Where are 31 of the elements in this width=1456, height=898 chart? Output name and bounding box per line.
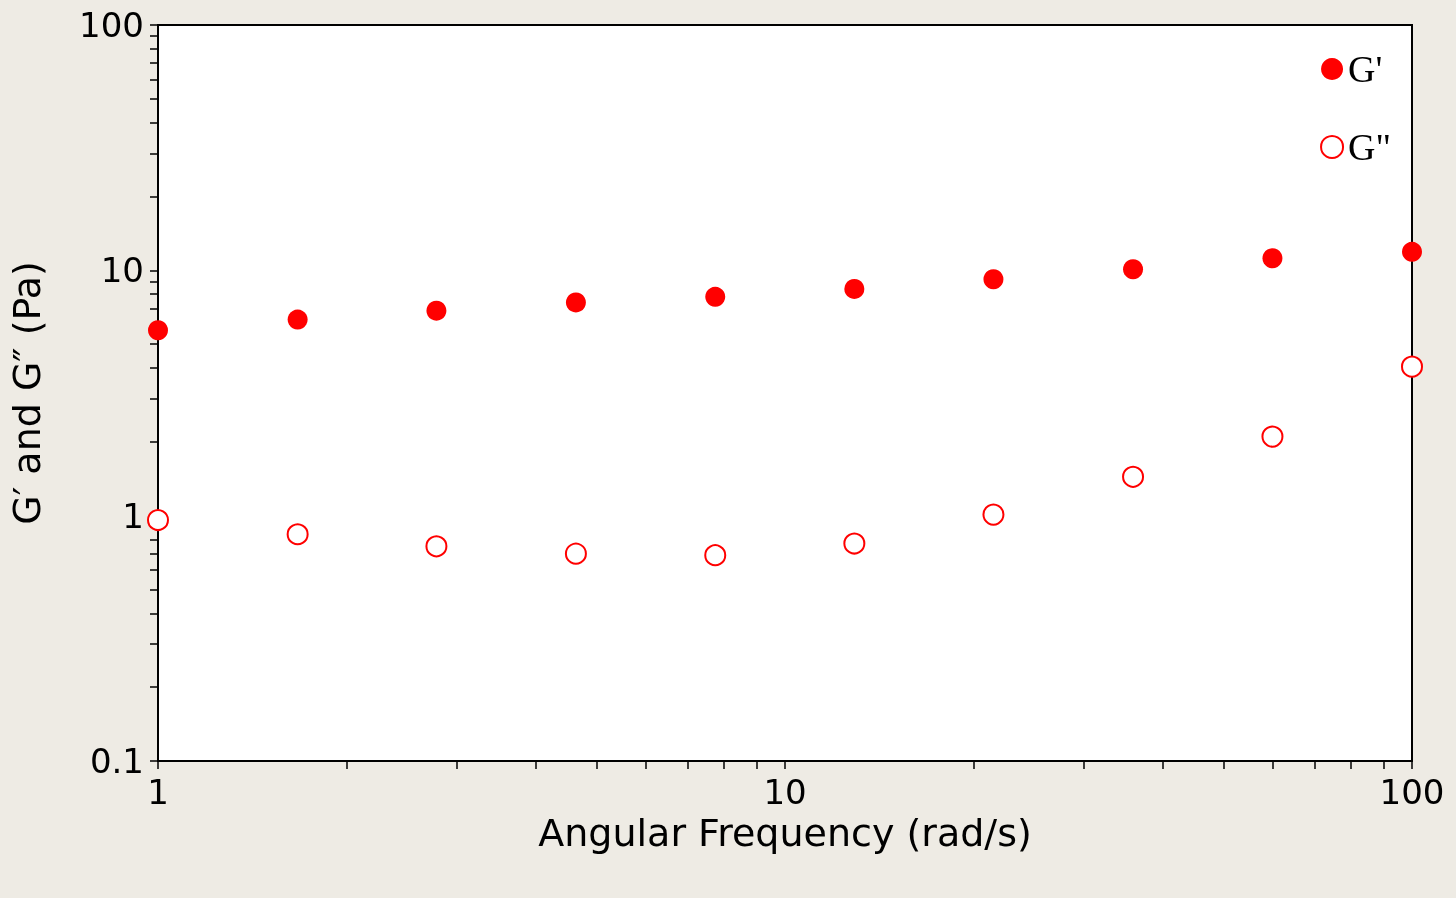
y-tick-label: 0.1 <box>89 741 144 781</box>
point <box>426 300 447 321</box>
point <box>983 269 1004 290</box>
y-tick-label: 100 <box>79 5 144 45</box>
point <box>843 532 866 555</box>
x-tick-label: 10 <box>763 772 807 812</box>
point <box>286 523 309 546</box>
y-axis-title: G′ and G″ (Pa) <box>5 261 49 525</box>
point <box>1261 425 1284 448</box>
x-axis-title: Angular Frequency (rad/s) <box>538 810 1032 855</box>
point <box>148 320 168 341</box>
x-tick-label: 1 <box>147 772 169 812</box>
y-tick-label: 10 <box>100 250 144 291</box>
y-tick-label: 1 <box>122 495 144 536</box>
point <box>1122 465 1145 488</box>
point <box>982 503 1005 526</box>
point <box>564 542 587 565</box>
point <box>1402 241 1422 262</box>
x-tick-label: 100 <box>1379 772 1445 812</box>
point <box>1262 248 1283 269</box>
point <box>1123 259 1144 280</box>
point <box>704 544 727 567</box>
point <box>565 292 586 313</box>
point <box>1401 355 1423 378</box>
point <box>705 286 726 307</box>
point <box>287 309 308 330</box>
point <box>147 509 169 532</box>
legend-label: G' <box>1348 48 1383 90</box>
point <box>425 535 448 558</box>
point <box>844 278 865 299</box>
legend-label: G" <box>1348 126 1392 168</box>
